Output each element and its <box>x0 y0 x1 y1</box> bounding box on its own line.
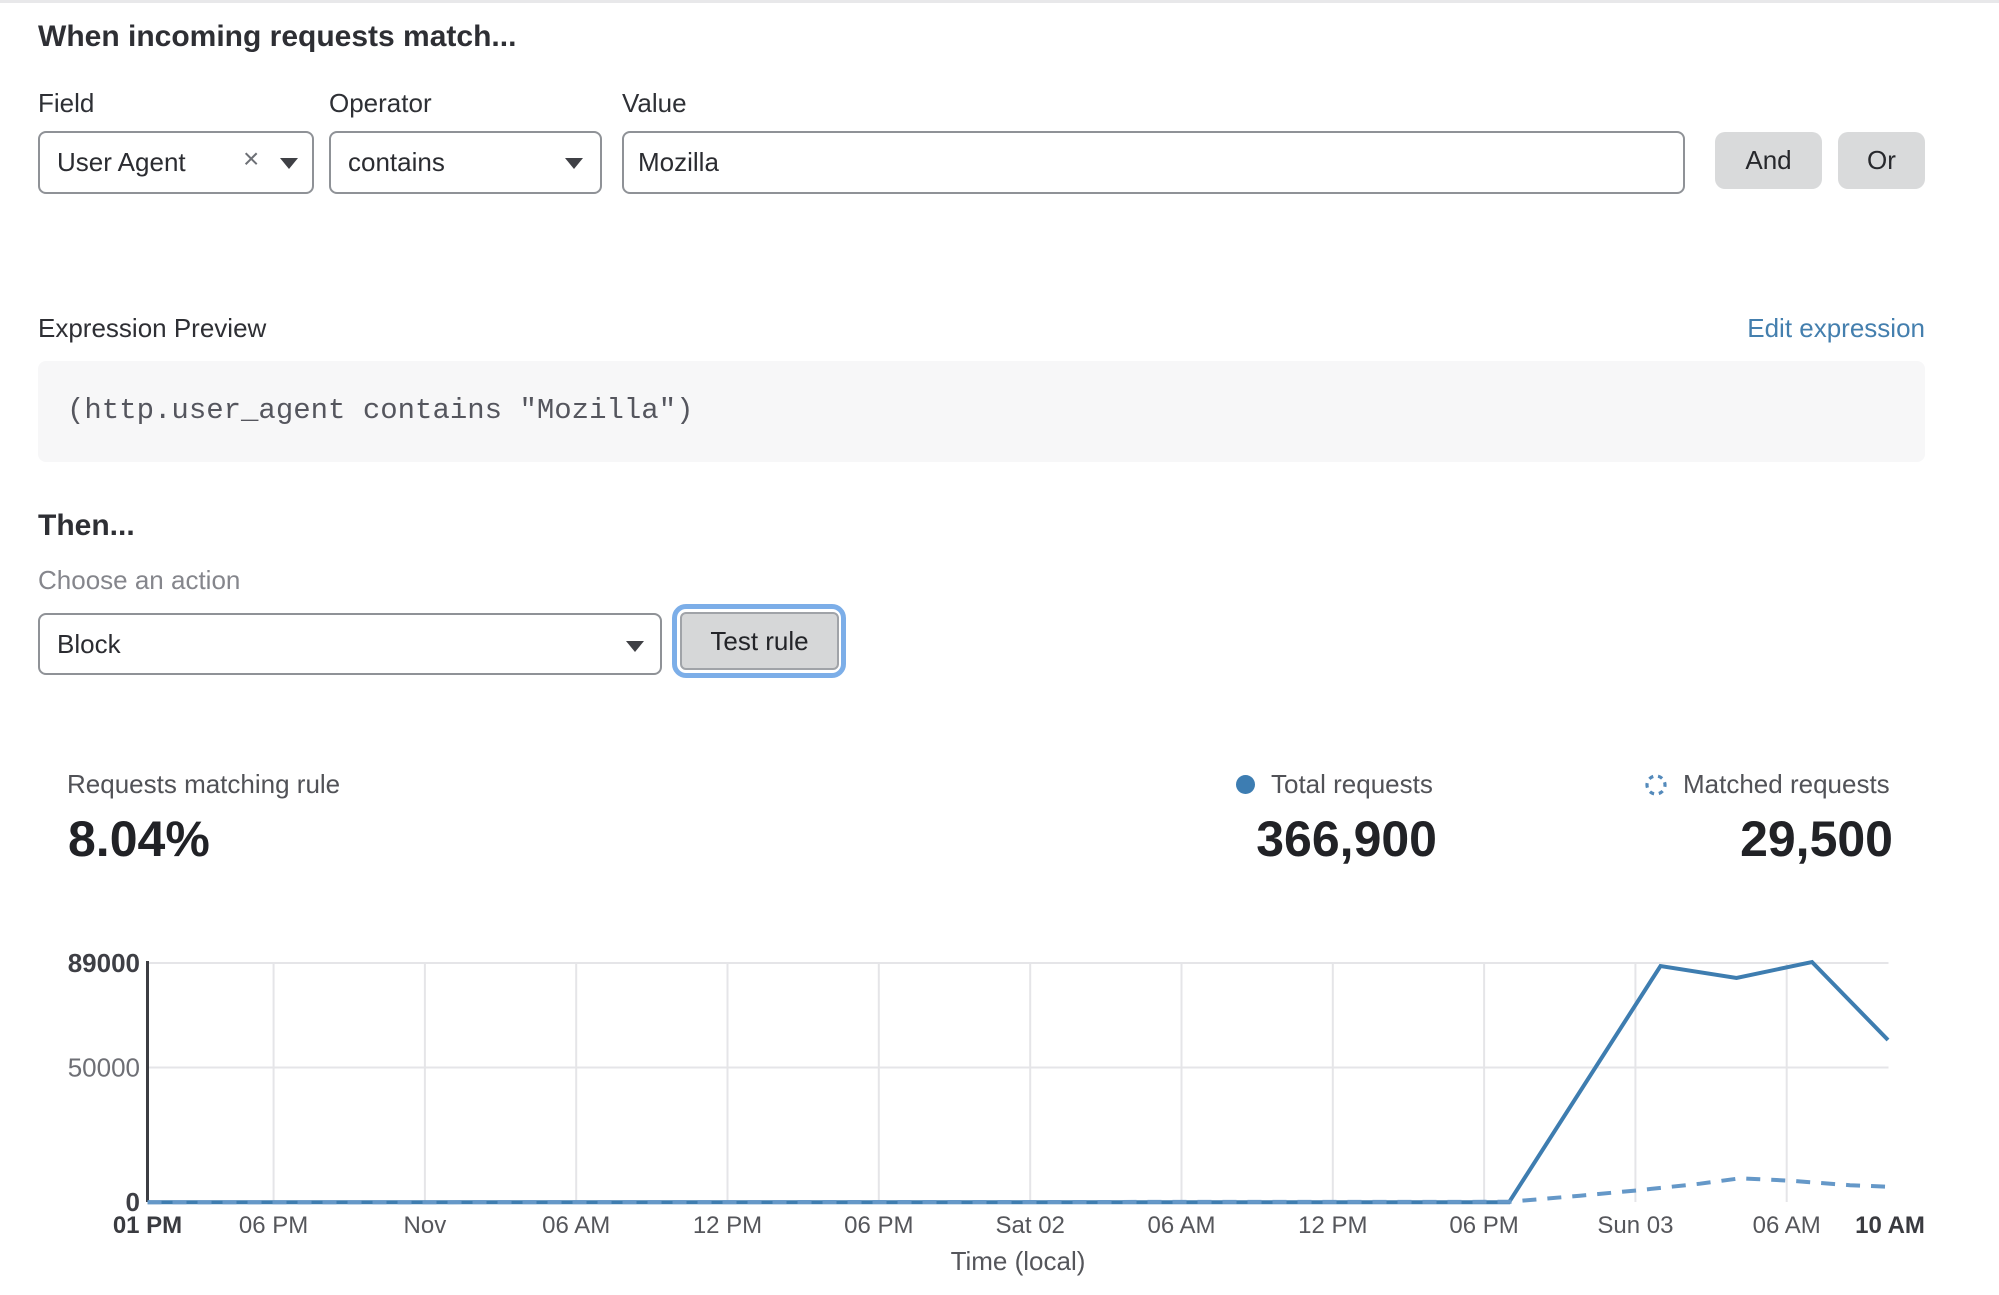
svg-text:06 AM: 06 AM <box>542 1212 610 1239</box>
svg-text:0: 0 <box>126 1187 140 1217</box>
svg-text:12 PM: 12 PM <box>693 1212 762 1239</box>
svg-text:01 PM: 01 PM <box>113 1212 182 1239</box>
svg-text:Sat 02: Sat 02 <box>996 1212 1065 1239</box>
svg-text:06 PM: 06 PM <box>1449 1212 1518 1239</box>
svg-text:06 AM: 06 AM <box>1753 1212 1821 1239</box>
svg-text:Sun 03: Sun 03 <box>1597 1212 1673 1239</box>
svg-text:50000: 50000 <box>68 1053 140 1083</box>
svg-text:12 PM: 12 PM <box>1298 1212 1367 1239</box>
svg-text:06 AM: 06 AM <box>1147 1212 1215 1239</box>
svg-text:06 PM: 06 PM <box>239 1212 308 1239</box>
svg-text:Nov: Nov <box>404 1212 447 1239</box>
svg-text:89000: 89000 <box>68 948 140 978</box>
svg-text:Time (local): Time (local) <box>951 1246 1086 1276</box>
svg-text:10 AM: 10 AM <box>1855 1212 1925 1239</box>
svg-text:06 PM: 06 PM <box>844 1212 913 1239</box>
